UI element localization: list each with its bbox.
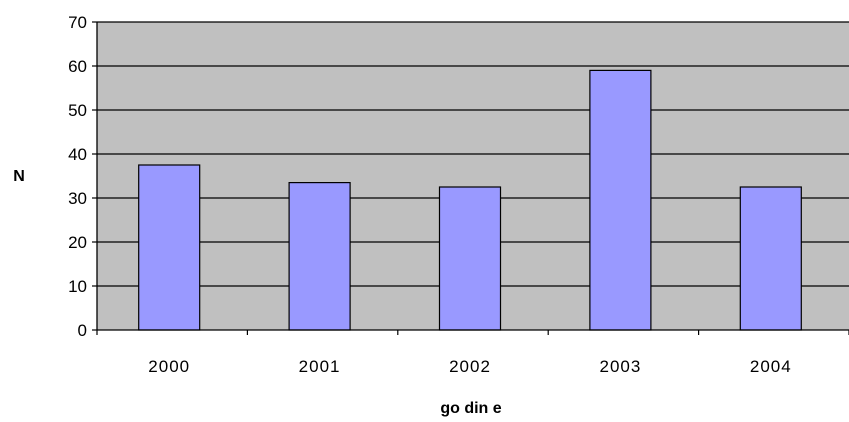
x-tick-label: 2001 xyxy=(299,357,341,376)
x-tick-label: 2002 xyxy=(449,357,491,376)
x-tick-label: 2003 xyxy=(599,357,641,376)
x-tick-label: 2000 xyxy=(148,357,190,376)
bar-2004 xyxy=(739,186,802,331)
y-tick-label: 30 xyxy=(68,189,87,208)
y-tick-label: 20 xyxy=(68,233,87,252)
y-tick-label: 0 xyxy=(78,321,87,340)
x-tick-label: 2004 xyxy=(750,357,792,376)
bar-2000 xyxy=(138,164,201,331)
bar-2003 xyxy=(589,69,652,331)
y-tick-label: 60 xyxy=(68,57,87,76)
y-tick-label: 50 xyxy=(68,101,87,120)
bar-2002 xyxy=(438,186,502,331)
axes xyxy=(92,21,849,335)
x-tick-labels: 2000 2001 2002 2003 2004 xyxy=(148,357,792,376)
y-tick-labels: 0 10 20 30 40 50 60 70 xyxy=(68,13,87,340)
y-tick-label: 40 xyxy=(68,145,87,164)
y-tick-label: 70 xyxy=(68,13,87,32)
y-tick-label: 10 xyxy=(68,277,87,296)
y-axis-title: N xyxy=(13,168,25,185)
bar-2001 xyxy=(288,182,351,331)
x-axis-title: go din e xyxy=(440,400,501,417)
